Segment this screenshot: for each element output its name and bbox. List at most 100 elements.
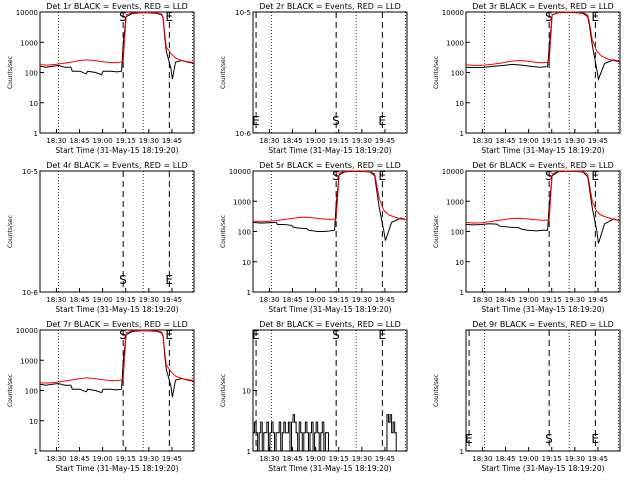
panel-3-xtick-label: 19:00	[519, 137, 539, 145]
panel-1-ytick-label: 100	[25, 70, 38, 78]
panel-7-ytick-label: 10000	[16, 327, 38, 335]
panel-8-ytick-label: 10	[242, 388, 251, 396]
panel-2-xtick-label: 19:00	[306, 137, 326, 145]
panel-1-xtick-label: 18:45	[69, 137, 89, 145]
panel-7-ylabel: Counts/sec	[7, 374, 14, 407]
panel-7-xtick-label: 19:00	[93, 455, 113, 463]
panel-8-series-events	[253, 414, 407, 452]
panel-4-marker-S: S	[119, 273, 127, 287]
panel-8-marker-E: E	[252, 328, 260, 342]
panel-3-xlabel: Start Time (31-May-15 18:19:20)	[481, 146, 604, 155]
panel-9-title: Det 9r BLACK = Events, RED = LLD	[472, 320, 614, 329]
panel-6-ytick-label: 10	[455, 259, 464, 267]
panel-1-ytick-label: 1000	[20, 39, 38, 47]
panel-7-series-events	[39, 330, 195, 398]
panel-2-xtick-label: 19:15	[329, 137, 349, 145]
panel-6-ytick-label: 100	[451, 229, 464, 237]
panel-4-xtick-label: 19:45	[162, 296, 182, 304]
panel-2-frame	[252, 11, 408, 134]
panel-9-xtick-label: 18:30	[472, 455, 492, 463]
panel-5-xlabel: Start Time (31-May-15 18:19:20)	[268, 305, 391, 314]
panel-3-marker-S: S	[545, 10, 553, 24]
panel-5-xtick-label: 19:15	[329, 296, 349, 304]
panel-5-title: Det 5r BLACK = Events, RED = LLD	[259, 161, 401, 170]
panel-5-series-lld	[252, 170, 408, 223]
panel-4-xtick-label: 19:30	[139, 296, 159, 304]
panel-6-xtick-label: 19:45	[588, 296, 608, 304]
panel-5-ylabel: Counts/sec	[220, 215, 227, 248]
panel-6-marker-E: E	[591, 169, 599, 183]
panel-5-ytick-label: 10000	[229, 168, 251, 176]
panel-4-marker-E: E	[165, 273, 173, 287]
panel-1-series-lld	[39, 11, 195, 66]
panel-8-xtick-label: 19:00	[306, 455, 326, 463]
panel-4-ylabel: Counts/sec	[7, 215, 14, 248]
panel-7-marker-E: E	[165, 328, 173, 342]
panel-7-title: Det 7r BLACK = Events, RED = LLD	[46, 320, 188, 329]
panel-1-title: Det 1r BLACK = Events, RED = LLD	[46, 2, 188, 11]
panel-5-ytick-label: 100	[238, 229, 251, 237]
panel-5-marker-S: S	[332, 169, 340, 183]
panel-4-xlabel: Start Time (31-May-15 18:19:20)	[55, 305, 178, 314]
panel-6-ytick-label: 1000	[446, 198, 464, 206]
panel-1-series-events	[39, 12, 195, 80]
panel-7-ytick-label: 1000	[20, 357, 38, 365]
panel-6-ytick-label: 1	[460, 289, 464, 297]
panel-1-xtick-label: 19:00	[93, 137, 113, 145]
panel-6-xtick-label: 18:30	[472, 296, 492, 304]
panel-7-xtick-label: 18:30	[46, 455, 66, 463]
panel-3-ytick-label: 1000	[446, 39, 464, 47]
panel-6-title: Det 6r BLACK = Events, RED = LLD	[472, 161, 614, 170]
panel-1-ytick-label: 10000	[16, 9, 38, 17]
panel-8-xtick-label: 19:15	[329, 455, 349, 463]
panel-1-xtick-label: 19:15	[116, 137, 136, 145]
panel-5-xtick-label: 19:45	[375, 296, 395, 304]
panel-1-xtick-label: 19:30	[139, 137, 159, 145]
panel-3-ytick-label: 10000	[442, 9, 464, 17]
panel-7-marker-S: S	[119, 328, 127, 342]
panel-7-frame	[39, 329, 195, 452]
panel-8-title: Det 8r BLACK = Events, RED = LLD	[259, 320, 401, 329]
panel-7-ytick-label: 100	[25, 388, 38, 396]
panel-9-ylabel: Counts/sec	[433, 374, 440, 407]
panel-5-xtick-label: 19:00	[306, 296, 326, 304]
panel-8-xtick-label: 19:45	[375, 455, 395, 463]
panel-1-ylabel: Counts/sec	[7, 56, 14, 89]
panel-8-marker-S: S	[332, 328, 340, 342]
panel-9-marker-E: E	[465, 432, 473, 446]
panel-1-frame	[39, 11, 195, 134]
panel-4-xtick-label: 19:00	[93, 296, 113, 304]
panel-1-xtick-label: 18:30	[46, 137, 66, 145]
panel-4-xtick-label: 19:15	[116, 296, 136, 304]
panel-9-ytick-label: 1	[460, 448, 464, 456]
panel-7-xlabel: Start Time (31-May-15 18:19:20)	[55, 464, 178, 473]
panel-5-series-events	[252, 170, 408, 241]
panel-6-xtick-label: 18:45	[495, 296, 515, 304]
panel-9-xtick-label: 18:45	[495, 455, 515, 463]
panel-4-frame	[39, 170, 195, 293]
panel-6-ytick-label: 10000	[442, 168, 464, 176]
panel-1-ytick-label: 10	[29, 100, 38, 108]
panel-4-ytick-label: 10-5	[22, 168, 38, 176]
panel-4-xtick-label: 18:45	[69, 296, 89, 304]
panel-9-xlabel: Start Time (31-May-15 18:19:20)	[481, 464, 604, 473]
panel-5-ytick-label: 1000	[233, 198, 251, 206]
panel-2-xlabel: Start Time (31-May-15 18:19:20)	[268, 146, 391, 155]
panel-6-xtick-label: 19:15	[542, 296, 562, 304]
panel-1-marker-S: S	[119, 10, 127, 24]
panel-8-xlabel: Start Time (31-May-15 18:19:20)	[268, 464, 391, 473]
panel-3-marker-E: E	[591, 10, 599, 24]
panel-6-xtick-label: 19:30	[565, 296, 585, 304]
panel-5-marker-E: E	[378, 169, 386, 183]
panel-1-xlabel: Start Time (31-May-15 18:19:20)	[55, 146, 178, 155]
panel-7-xtick-label: 19:45	[162, 455, 182, 463]
panel-6-marker-S: S	[545, 169, 553, 183]
panel-3-ylabel: Counts/sec	[433, 56, 440, 89]
panel-3-title: Det 3r BLACK = Events, RED = LLD	[472, 2, 614, 11]
panel-8-xtick-label: 19:30	[352, 455, 372, 463]
panel-5-xtick-label: 18:45	[282, 296, 302, 304]
panel-6-series-lld	[465, 170, 621, 224]
panel-7-xtick-label: 19:15	[116, 455, 136, 463]
